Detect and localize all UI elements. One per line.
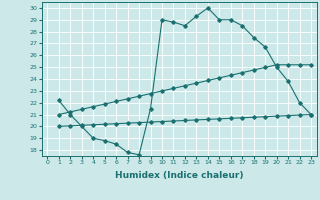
X-axis label: Humidex (Indice chaleur): Humidex (Indice chaleur)	[115, 171, 244, 180]
